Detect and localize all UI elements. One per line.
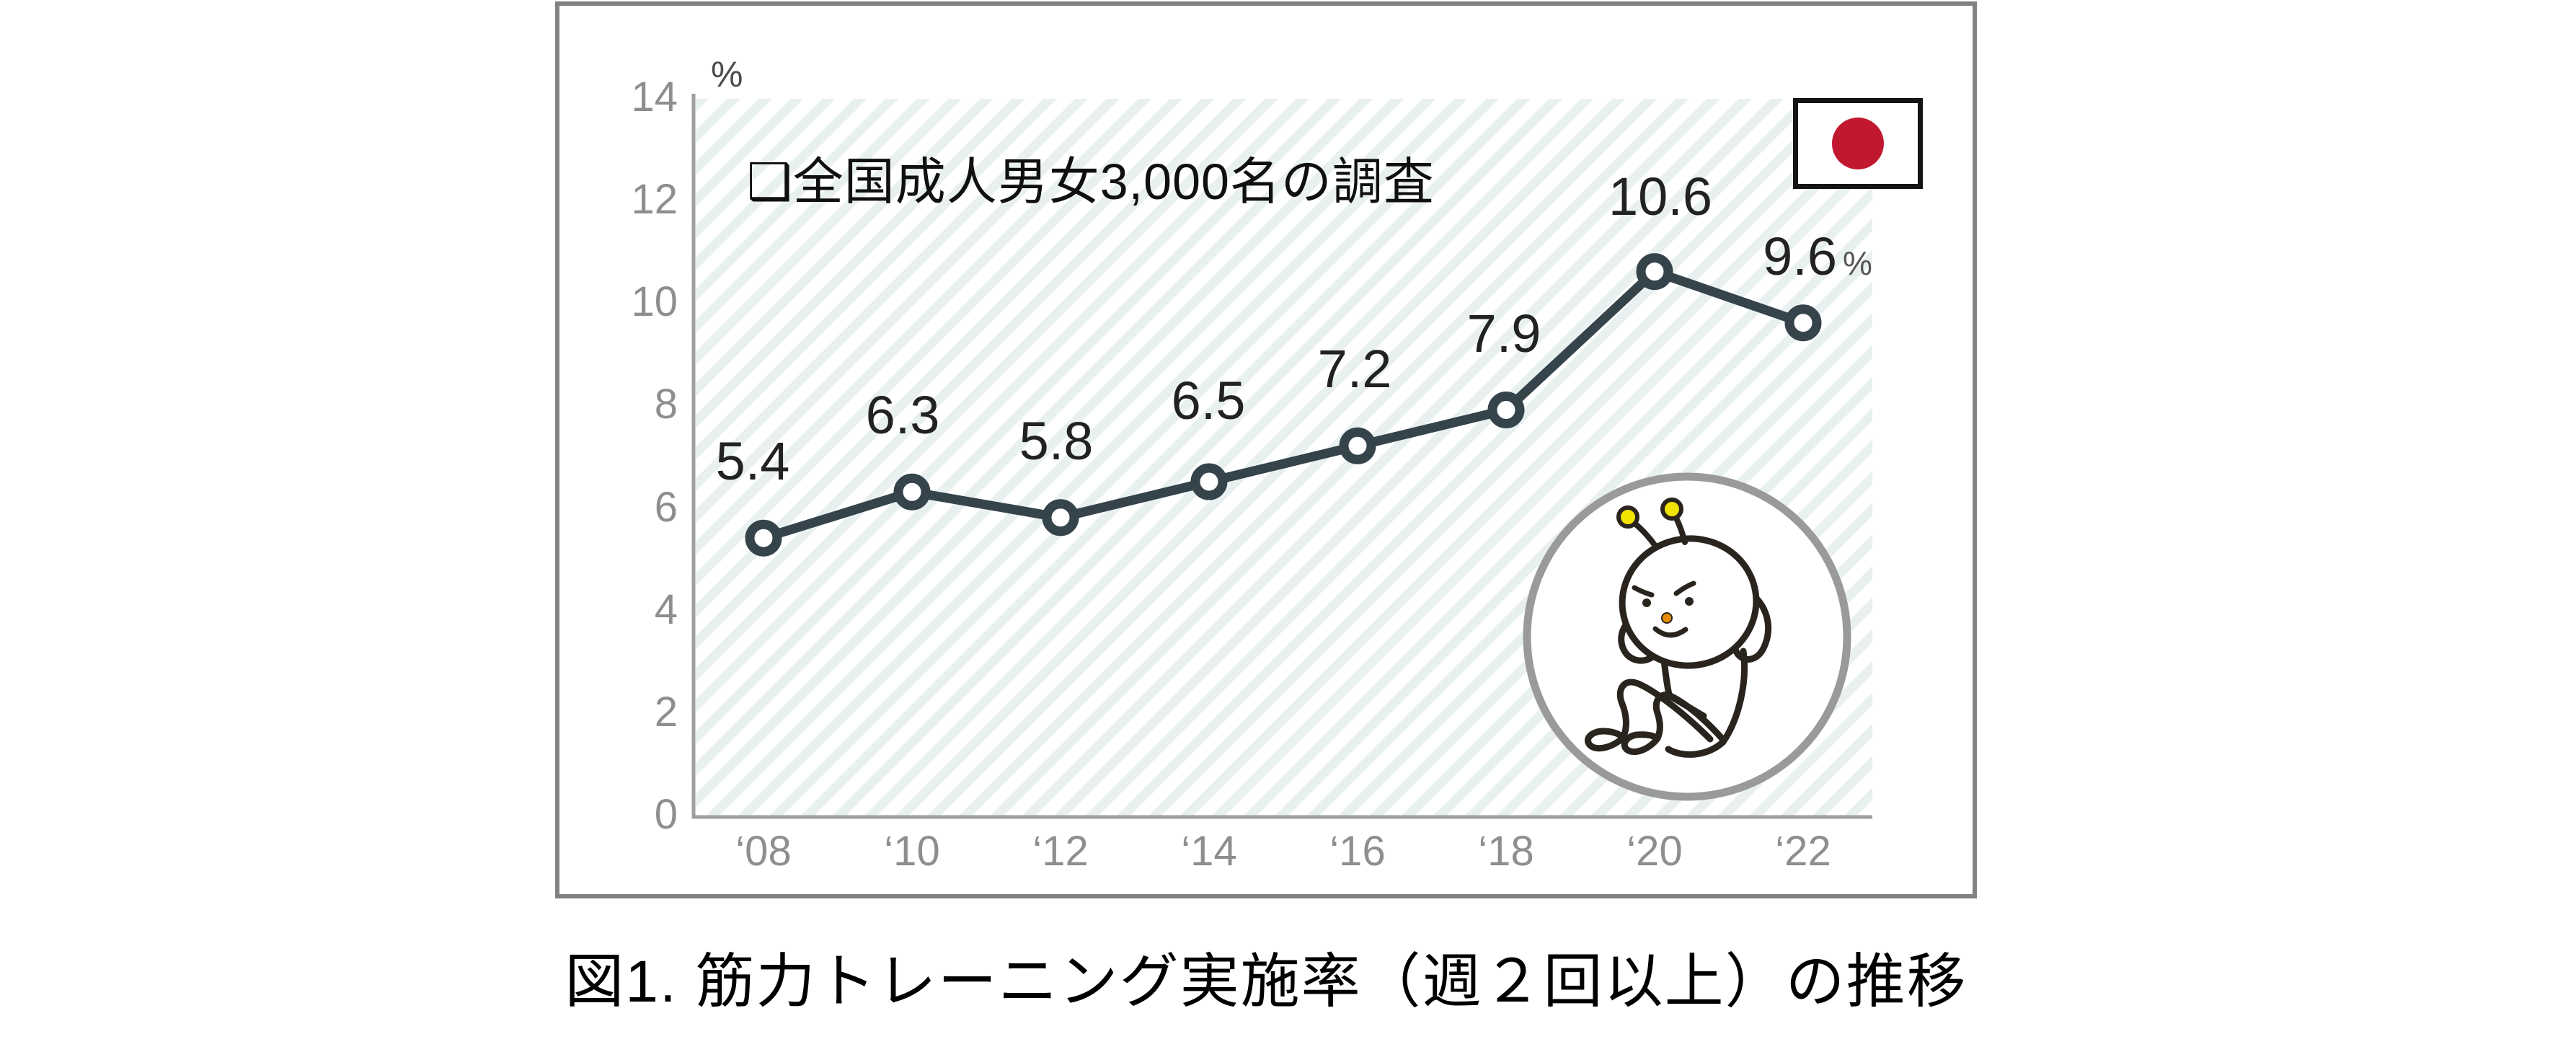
y-tick-label: 10 (631, 278, 678, 326)
data-point-label: 5.8 (1019, 410, 1094, 471)
y-tick-label: 6 (654, 483, 678, 531)
mascot-eye (1642, 598, 1651, 607)
data-point-label: 7.2 (1317, 339, 1392, 399)
x-tick-label: ‘12 (1032, 828, 1089, 875)
y-tick-label: 4 (654, 586, 678, 633)
x-tick-label: ‘20 (1626, 828, 1683, 875)
data-point-label: 9.6% (1763, 226, 1872, 286)
data-point-label: 10.6 (1608, 166, 1713, 226)
situp-mascot-illustration (1523, 472, 1851, 801)
y-tick-label: 8 (654, 381, 678, 428)
x-tick-label: ‘18 (1478, 828, 1534, 875)
data-label-unit-suffix: % (1842, 244, 1872, 282)
x-tick-label: ‘14 (1181, 828, 1237, 875)
mascot-antenna-tip (1616, 505, 1639, 529)
japan-flag-sun (1832, 118, 1884, 169)
y-axis-unit-label: % (711, 54, 743, 94)
mascot-foot (1621, 731, 1661, 756)
data-point-label: 6.5 (1171, 371, 1246, 431)
mascot-eyebrow (1632, 585, 1655, 598)
x-tick-label: ‘16 (1329, 828, 1386, 875)
axis-lines (691, 94, 1872, 819)
mascot-nose (1661, 612, 1673, 624)
data-point-marker (1042, 499, 1079, 536)
data-point-marker (893, 473, 931, 511)
mascot-eyebrow (1673, 580, 1696, 596)
survey-note: ❑全国成人男女3,000名の調査 (747, 154, 1435, 210)
data-point-marker (1339, 427, 1376, 464)
y-tick-label: 12 (631, 176, 678, 224)
data-point-marker (1190, 463, 1228, 500)
mascot-feet (1585, 728, 1661, 756)
data-point-label: 7.9 (1466, 303, 1541, 363)
mascot-foot (1585, 728, 1626, 752)
y-tick-label: 2 (654, 688, 678, 735)
data-point-marker (1636, 253, 1673, 291)
y-tick-label: 14 (631, 74, 678, 120)
mascot-crossed-shin (1666, 692, 1707, 720)
japan-flag-icon (1793, 98, 1923, 189)
x-tick-label: ‘22 (1775, 828, 1831, 875)
x-tick-label: ‘08 (735, 828, 792, 875)
mascot-mouth (1652, 626, 1688, 638)
data-point-marker (1487, 392, 1525, 429)
data-line (762, 267, 1805, 543)
data-point-marker (745, 519, 782, 557)
data-point-marker (1784, 304, 1822, 342)
figure-title: 図1. 筋力トレーニング実施率（週２回以上）の推移 (565, 949, 1968, 1015)
mascot-far-leg (1616, 679, 1714, 743)
y-tick-label: 0 (654, 791, 678, 838)
mascot-face (1632, 580, 1696, 638)
mascot-eye (1685, 597, 1694, 606)
data-point-label: 5.4 (715, 431, 790, 492)
mascot-antenna-tip (1660, 498, 1683, 521)
data-point-label: 6.3 (865, 385, 940, 446)
x-tick-label: ‘10 (884, 828, 940, 875)
